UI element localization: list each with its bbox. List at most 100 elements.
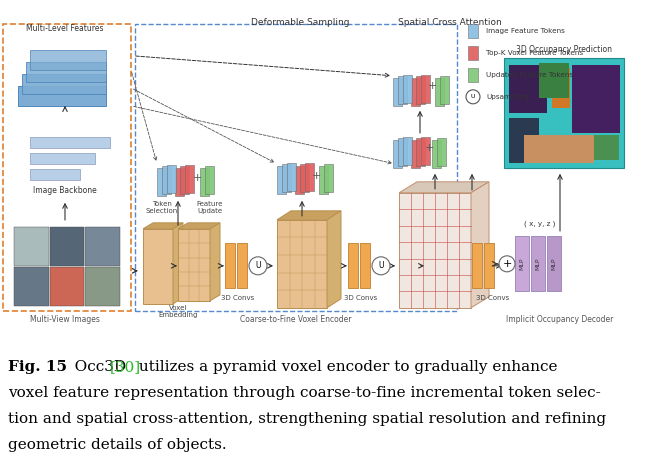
Polygon shape xyxy=(468,24,478,38)
Bar xyxy=(594,135,619,160)
Polygon shape xyxy=(200,168,209,196)
Polygon shape xyxy=(175,168,184,196)
Bar xyxy=(30,137,110,148)
Text: U: U xyxy=(378,261,384,271)
Bar xyxy=(531,236,545,291)
Bar xyxy=(85,227,120,266)
Bar xyxy=(504,58,624,168)
Polygon shape xyxy=(435,78,444,106)
Text: Multi-View Images: Multi-View Images xyxy=(30,315,100,324)
Bar xyxy=(14,227,48,266)
Text: Feature
Update: Feature Update xyxy=(197,201,223,214)
Polygon shape xyxy=(180,166,189,194)
Polygon shape xyxy=(416,139,425,166)
Text: +: + xyxy=(192,173,201,183)
Text: Multi-Level Features: Multi-Level Features xyxy=(26,24,104,33)
Polygon shape xyxy=(205,166,214,194)
Text: Deformable Sampling: Deformable Sampling xyxy=(250,18,349,27)
Polygon shape xyxy=(157,168,166,196)
Text: ( x, y, z ): ( x, y, z ) xyxy=(525,220,556,227)
Text: MLP: MLP xyxy=(519,257,525,270)
Polygon shape xyxy=(398,76,407,104)
Text: 3D Convs: 3D Convs xyxy=(345,295,377,301)
Text: Spatial Cross Attention: Spatial Cross Attention xyxy=(398,18,502,27)
Polygon shape xyxy=(305,163,314,191)
Polygon shape xyxy=(277,211,341,220)
Bar xyxy=(50,227,84,266)
Text: 3D Occupancy Prediction: 3D Occupancy Prediction xyxy=(516,45,612,54)
Bar xyxy=(30,50,106,70)
Text: Implicit Occupancy Decoder: Implicit Occupancy Decoder xyxy=(506,315,613,324)
Text: U: U xyxy=(471,95,475,99)
Bar xyxy=(509,65,547,113)
Polygon shape xyxy=(399,193,471,308)
Polygon shape xyxy=(143,223,183,229)
Text: +: + xyxy=(502,259,511,269)
Bar xyxy=(472,243,482,288)
Polygon shape xyxy=(210,223,220,301)
Bar xyxy=(14,267,48,306)
Polygon shape xyxy=(468,68,478,82)
Bar xyxy=(135,24,457,311)
Bar xyxy=(572,65,620,133)
Text: Coarse-to-Fine Voxel Encoder: Coarse-to-Fine Voxel Encoder xyxy=(240,315,352,324)
Bar xyxy=(3,24,131,311)
Polygon shape xyxy=(393,78,402,106)
Polygon shape xyxy=(437,139,446,166)
Text: 3D Convs: 3D Convs xyxy=(221,295,254,301)
Bar xyxy=(539,63,569,98)
Text: Image Feature Tokens: Image Feature Tokens xyxy=(486,28,565,34)
Polygon shape xyxy=(398,139,407,166)
Bar xyxy=(22,74,106,94)
Polygon shape xyxy=(327,211,341,308)
Text: [30]: [30] xyxy=(110,360,141,373)
Polygon shape xyxy=(416,76,425,104)
Bar xyxy=(30,169,80,180)
Bar xyxy=(225,243,235,288)
Polygon shape xyxy=(411,78,420,106)
Polygon shape xyxy=(143,229,173,304)
Text: Upsampling: Upsampling xyxy=(486,94,528,100)
Text: tion and spatial cross-attention, strengthening spatial resolution and refining: tion and spatial cross-attention, streng… xyxy=(8,412,606,426)
Bar xyxy=(515,236,529,291)
Polygon shape xyxy=(178,223,220,229)
Bar xyxy=(237,243,247,288)
Bar xyxy=(30,153,95,164)
Circle shape xyxy=(499,256,515,272)
Bar xyxy=(552,68,570,108)
Text: Top-K Voxel Feature Tokens: Top-K Voxel Feature Tokens xyxy=(486,50,583,56)
Polygon shape xyxy=(440,76,449,104)
Bar xyxy=(484,243,494,288)
Polygon shape xyxy=(300,164,309,192)
Text: utilizes a pyramid voxel encoder to gradually enhance: utilizes a pyramid voxel encoder to grad… xyxy=(134,360,557,373)
Circle shape xyxy=(466,90,480,104)
Bar xyxy=(85,267,120,306)
Bar xyxy=(509,118,539,163)
Bar xyxy=(18,86,106,106)
Polygon shape xyxy=(403,75,412,103)
Bar xyxy=(348,243,358,288)
Polygon shape xyxy=(393,140,402,168)
Text: geometric details of objects.: geometric details of objects. xyxy=(8,438,227,452)
Polygon shape xyxy=(185,165,194,193)
Bar xyxy=(360,243,370,288)
Text: 3D Convs: 3D Convs xyxy=(476,295,509,301)
Polygon shape xyxy=(403,137,412,165)
Text: +: + xyxy=(424,143,434,153)
Polygon shape xyxy=(324,164,333,192)
Text: Image Backbone: Image Backbone xyxy=(33,186,97,195)
Polygon shape xyxy=(282,164,291,192)
Polygon shape xyxy=(277,220,327,308)
Text: MLP: MLP xyxy=(551,257,557,270)
Polygon shape xyxy=(421,137,430,165)
Polygon shape xyxy=(173,223,183,304)
Text: Updated Feature Tokens: Updated Feature Tokens xyxy=(486,72,573,78)
Polygon shape xyxy=(277,166,286,194)
Polygon shape xyxy=(421,75,430,103)
Polygon shape xyxy=(178,229,210,301)
Bar xyxy=(547,236,561,291)
Polygon shape xyxy=(162,166,171,194)
Polygon shape xyxy=(432,140,441,168)
Circle shape xyxy=(372,257,390,275)
Bar xyxy=(26,62,106,82)
